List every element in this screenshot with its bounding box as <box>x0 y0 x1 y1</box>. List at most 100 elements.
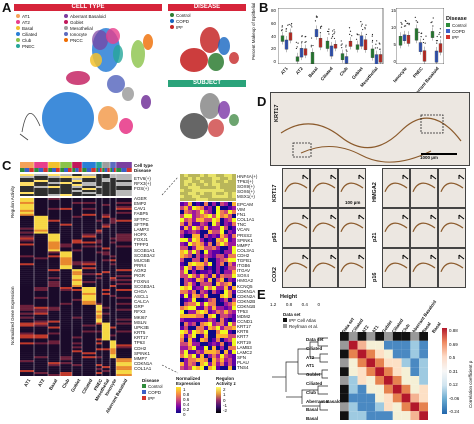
heatmap-cell <box>357 358 367 368</box>
heatmap-cell <box>419 402 428 412</box>
legend-label: AT1 <box>22 13 30 19</box>
regulon-activity-label: Regulon Activity <box>10 185 15 218</box>
gene-label: TP53 <box>237 308 248 314</box>
histology-tile <box>410 248 438 288</box>
heatmap-cell <box>392 411 402 420</box>
gene-label: CDKN2A <box>237 293 256 299</box>
dataset-label: IPF Cell Atlas <box>289 317 317 323</box>
gene-label: AGR2 <box>134 268 147 274</box>
umap-subject-plot <box>180 93 239 139</box>
legend-label: Goblet <box>70 19 84 25</box>
cell-type-legend-left: AT1 AT2 Basal Ciliated Club PNEC <box>16 13 37 49</box>
gene-label: SPINK1 <box>134 350 151 356</box>
panel-d-letter: D <box>257 94 267 109</box>
panel-c-regulon-labels: ETV6(+) RFX3(+) FOS(+) <box>134 176 151 191</box>
panel-c-zoom-heatmap <box>180 174 236 370</box>
dataset-legend-item: Reyfman et al. <box>283 323 318 329</box>
legend-label: Ionocyte <box>70 31 88 37</box>
gene-label: SCGB3A2 <box>134 252 155 258</box>
gene-label: KRT17 <box>134 335 148 341</box>
column-label: Goblet <box>69 378 82 393</box>
heatmap-cell <box>401 393 411 403</box>
panel-b-left-boxplot <box>278 8 384 64</box>
gene-label: TP63 <box>134 340 145 346</box>
heatmap-row-label: Ciliated <box>306 345 323 351</box>
heatmap-cell <box>419 367 428 376</box>
colorbar-tick: 2 <box>223 387 226 392</box>
gene-label: SFN <box>237 354 246 360</box>
regulon-label: HNF4A(+) <box>237 174 258 179</box>
celltype-band <box>48 162 60 168</box>
category-label: Goblet <box>350 66 364 81</box>
heatmap-cell <box>366 402 376 412</box>
legend-item: Mesothelial <box>64 25 106 31</box>
heatmap-cell <box>366 340 376 350</box>
legend-item: AT1 <box>16 13 37 19</box>
legend-label: IPF <box>176 24 184 30</box>
gene-label: KRT19 <box>237 339 251 345</box>
gene-label: SOX4 <box>237 273 250 279</box>
heatmap-cell <box>384 384 393 394</box>
histology-tile <box>410 168 438 208</box>
panel-c-regulon-legend: Regulon Activity z 2 1 0 -1 -2 <box>216 376 246 413</box>
gene-label: VCAN <box>237 227 250 233</box>
heatmap-cell <box>419 349 428 359</box>
legend-swatch <box>16 44 20 48</box>
panel-c-disease-legend: Disease Control COPD IPF <box>142 378 163 401</box>
colorbar-tick: -0.06 <box>449 395 460 401</box>
celltype-band <box>72 162 82 168</box>
gene-label: MKI67 <box>134 314 148 320</box>
legend-label: PNEC <box>22 43 35 49</box>
gene-label: KRT8 <box>237 329 249 335</box>
legend-label: Control <box>176 12 191 18</box>
histology-tile <box>338 208 366 248</box>
heatmap-cell <box>392 367 402 376</box>
celltype-band <box>60 162 72 168</box>
histology-tile <box>338 248 366 288</box>
axis-tick: 0 <box>393 59 396 64</box>
gene-label: LAMB3 <box>237 344 252 350</box>
gene-label: COL3A1 <box>237 247 255 253</box>
colorbar-title: Correlation coefficient ρ <box>468 360 473 408</box>
heatmap-cell <box>384 349 393 359</box>
heatmap-cell <box>392 340 402 350</box>
heatmap-cell <box>357 367 367 376</box>
gene-label: ITGB6 <box>237 263 251 269</box>
regulon-label: RFX3(+) <box>134 181 152 186</box>
gene-label: FABP5 <box>134 211 149 217</box>
gene-label: SFTPB <box>134 221 149 227</box>
panel-b-left-ticks: 80 60 40 20 0 <box>266 8 276 64</box>
panel-c-expression-legend: Normalized Expression 1 0.8 0.6 0.4 0.2 0 <box>176 376 206 417</box>
heatmap-cell <box>384 393 393 403</box>
heatmap-cell <box>348 340 358 350</box>
heatmap-cell <box>375 367 384 376</box>
gene-label: FN1 <box>237 212 246 218</box>
heatmap-cell <box>392 376 402 385</box>
heatmap-cell <box>375 402 384 412</box>
gene-label: LAMP3 <box>134 226 149 232</box>
umap-clusters <box>42 28 153 144</box>
legend-swatch <box>142 384 146 388</box>
gene-label: MMP7 <box>237 242 251 248</box>
heatmap-cell <box>401 349 411 359</box>
colorbar-tick: 0.6 <box>183 397 190 402</box>
histology-stain-label: HMGA2 <box>372 182 378 202</box>
histology-stain-label: p16 <box>372 272 378 282</box>
gene-label: LAMC2 <box>237 349 253 355</box>
column-label: Club <box>61 378 71 390</box>
gene-label: KRT5 <box>134 330 146 336</box>
legend-label: Mesothelial <box>70 25 93 31</box>
heatmap-cell <box>401 376 411 385</box>
heatmap-cell <box>357 340 367 350</box>
heatmap-cell <box>366 358 376 368</box>
heatmap-cell <box>348 393 358 403</box>
axis-tick: 40 <box>270 33 276 39</box>
legend-label: COPD <box>452 28 466 34</box>
column-label: Basal <box>47 378 59 391</box>
axis-tick: 20 <box>270 46 276 52</box>
legend-swatch <box>64 14 68 18</box>
legend-item: COPD <box>142 389 163 395</box>
gene-label: KRT17 <box>237 324 251 330</box>
gene-label: CDH2 <box>134 345 147 351</box>
histology-tile <box>282 208 310 248</box>
